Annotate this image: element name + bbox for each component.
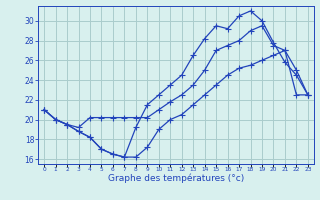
X-axis label: Graphe des températures (°c): Graphe des températures (°c) bbox=[108, 174, 244, 183]
